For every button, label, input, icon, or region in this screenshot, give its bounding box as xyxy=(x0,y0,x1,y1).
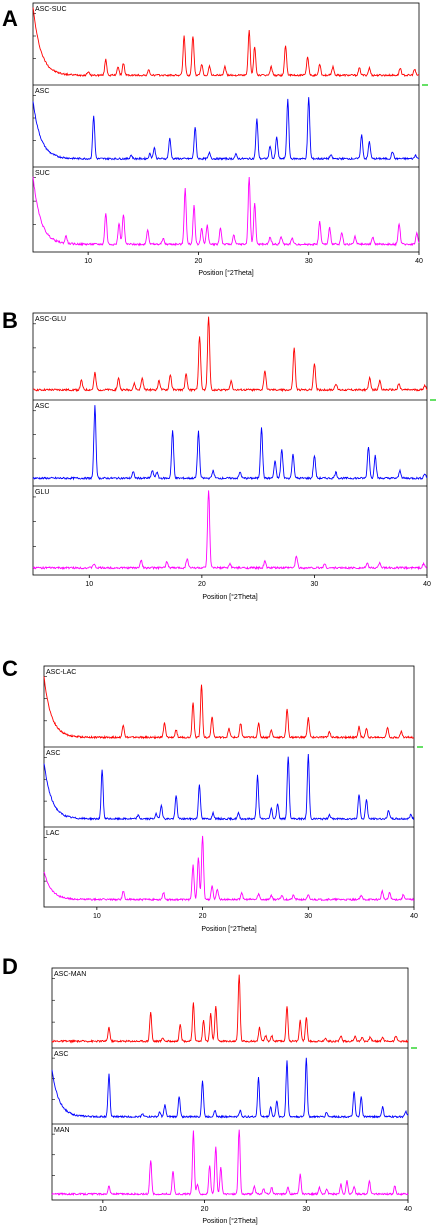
x-tick-label: 20 xyxy=(201,1206,209,1213)
x-tick-label: 30 xyxy=(302,1206,310,1213)
x-tick-label: 40 xyxy=(415,258,423,265)
x-tick-label: 40 xyxy=(410,913,418,920)
trace-label: MAN xyxy=(54,1127,70,1134)
x-axis-label: Position [°2Theta] xyxy=(202,593,257,601)
plot-frame xyxy=(32,312,428,576)
trace-label: ASC-LAC xyxy=(46,669,76,676)
x-tick-label: 30 xyxy=(311,581,319,588)
trace-label: SUC xyxy=(35,170,50,177)
plot-frame xyxy=(32,2,420,253)
trace-label: ASC xyxy=(46,750,60,757)
x-tick-label: 20 xyxy=(198,581,206,588)
x-tick-label: 40 xyxy=(423,581,431,588)
x-tick-label: 10 xyxy=(93,913,101,920)
x-tick-label: 10 xyxy=(84,258,92,265)
diffraction-trace xyxy=(32,405,428,481)
x-axis-label: Position [°2Theta] xyxy=(201,925,256,933)
diffraction-trace xyxy=(32,7,420,78)
trace-label: ASC xyxy=(35,88,49,95)
panel-letter: C xyxy=(2,656,18,681)
plot-frame xyxy=(51,967,409,1201)
x-tick-label: 10 xyxy=(99,1206,107,1213)
x-axis-label: Position [°2Theta] xyxy=(202,1217,257,1225)
trace-label: ASC-GLU xyxy=(35,316,66,323)
diffraction-trace xyxy=(32,316,428,393)
diffraction-trace xyxy=(43,676,415,740)
trace-label: ASC-MAN xyxy=(54,971,86,978)
trace-label: ASC xyxy=(35,403,49,410)
diffraction-trace xyxy=(51,974,409,1044)
diffraction-trace xyxy=(51,1057,409,1119)
diffraction-trace xyxy=(51,1129,409,1197)
x-tick-label: 10 xyxy=(85,581,93,588)
plot-frame xyxy=(43,665,415,908)
x-axis-label: Position [°2Theta] xyxy=(198,269,253,277)
panel-letter: A xyxy=(2,6,18,31)
panel-letter: D xyxy=(2,954,18,979)
x-tick-label: 40 xyxy=(404,1206,412,1213)
trace-label: LAC xyxy=(46,830,60,837)
trace-label: ASC-SUC xyxy=(35,6,67,13)
diffraction-trace xyxy=(32,97,420,161)
x-tick-label: 20 xyxy=(195,258,203,265)
diffraction-trace xyxy=(32,490,428,571)
diffraction-trace xyxy=(43,835,415,902)
trace-label: GLU xyxy=(35,489,49,496)
diffraction-trace xyxy=(32,176,420,247)
x-tick-label: 20 xyxy=(199,913,207,920)
x-tick-label: 30 xyxy=(305,258,313,265)
diffraction-trace xyxy=(43,753,415,822)
x-tick-label: 30 xyxy=(304,913,312,920)
panel-letter: B xyxy=(2,308,18,333)
trace-label: ASC xyxy=(54,1051,68,1058)
